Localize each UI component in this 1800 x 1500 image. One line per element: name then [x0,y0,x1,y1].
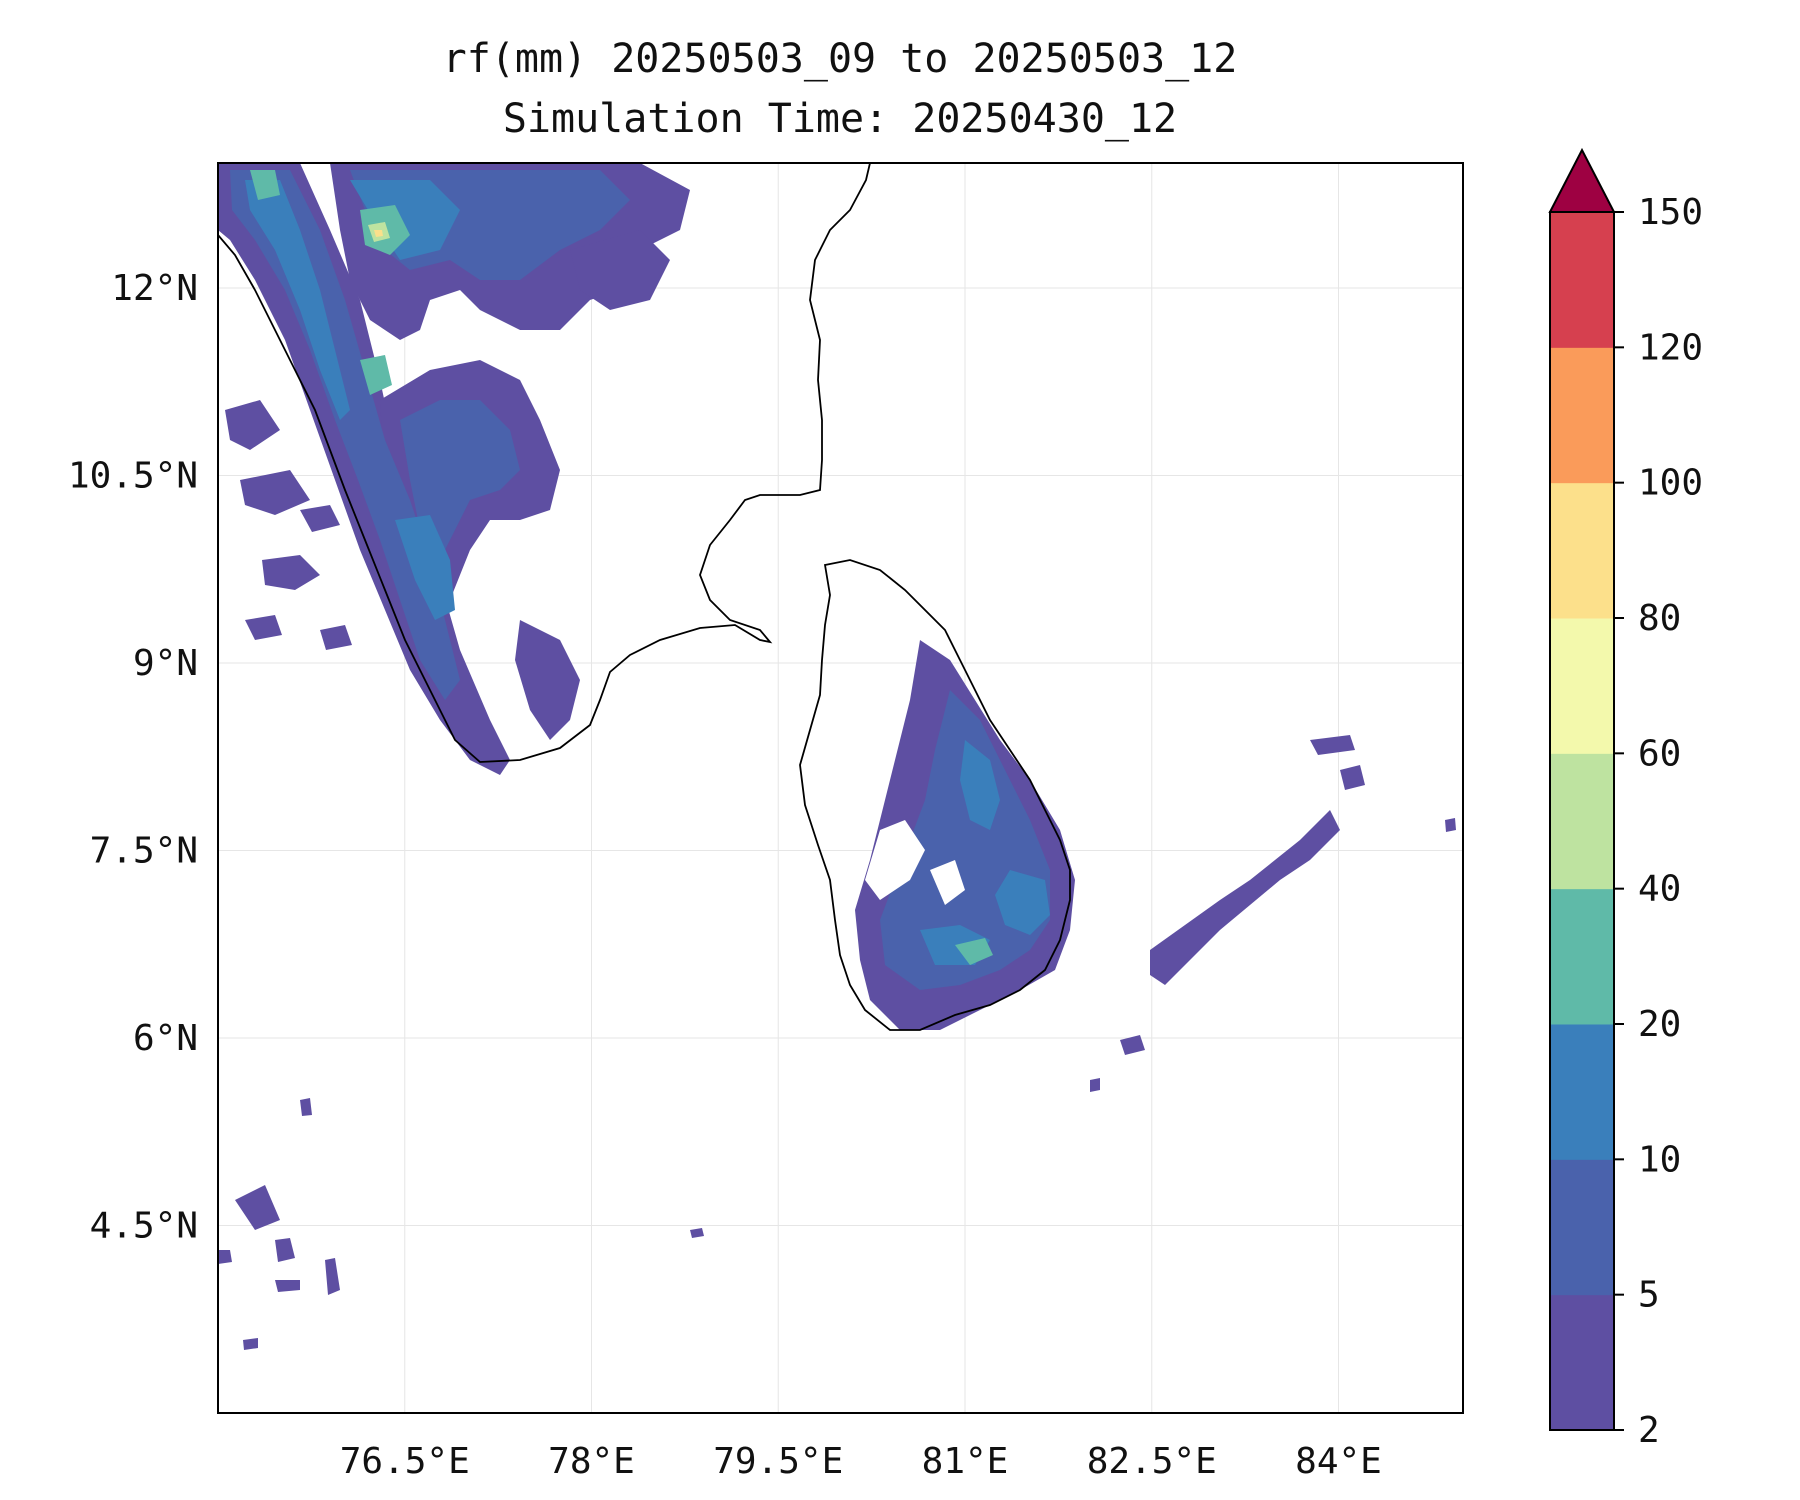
colorbar-segment [1550,1159,1614,1296]
rainfall-contours [218,163,1456,1350]
rain-region-sri-lanka-heavy [920,740,1050,965]
x-tick-label: 81°E [922,1441,1009,1482]
rain-region-heavy-north [350,180,460,260]
plot-frame [217,162,1464,1414]
colorbar-tick-label: 10 [1638,1139,1681,1180]
map-title-line1: rf(mm) 20250503_09 to 20250503_12 [443,36,1238,82]
colorbar: 2 5 10 20 40 60 80 100 120 150 [1548,147,1703,1451]
rain-region-heavy-kerala [245,180,350,420]
colorbar-tick-label: 100 [1638,463,1703,504]
y-axis-ticks: 12°N 10.5°N 9°N 7.5°N 6°N 4.5°N [68,268,198,1247]
colorbar-tick-label: 150 [1638,192,1703,233]
rain-region-southern-tamilnadu [515,620,580,740]
colorbar-tick-label: 20 [1638,1004,1681,1045]
coastlines [218,163,1071,1031]
colorbar-tick-label: 80 [1638,598,1681,639]
y-tick-label: 9°N [133,643,198,684]
rain-region-peak-2 [374,230,383,237]
colorbar-segment [1550,347,1614,484]
rain-region-very-heavy-kerala [250,170,392,395]
plot-background [218,163,1463,1413]
rain-region-kerala-core [230,170,460,700]
colorbar-segment [1550,212,1614,348]
colorbar-tick-label: 40 [1638,869,1681,910]
y-tick-label: 7.5°N [90,831,198,872]
colorbar-tick-label: 60 [1638,733,1681,774]
colorbar-segment [1550,482,1614,619]
coastline-sri-lanka [799,559,1071,1031]
colorbar-segment [1550,1294,1614,1431]
colorbar-segment [1550,1024,1614,1160]
x-tick-label: 79.5°E [713,1441,843,1482]
rain-free-sri-lanka-west [865,820,965,905]
x-tick-label: 78°E [548,1441,635,1482]
colorbar-extend-arrow [1548,147,1616,213]
rain-region-heavy-south-kerala [395,515,455,620]
map-title-line2: Simulation Time: 20250430_12 [503,96,1177,142]
colorbar-tick-label: 2 [1638,1410,1660,1451]
colorbar-segment [1550,888,1614,1025]
x-tick-label: 82.5°E [1087,1441,1217,1482]
map-plot-area: 76.5°E 78°E 79.5°E 81°E 82.5°E 84°E 12°N 10.5°… [68,162,1464,1482]
y-tick-label: 6°N [133,1018,198,1059]
x-axis-ticks: 76.5°E 78°E 79.5°E 81°E 82.5°E 84°E [340,1441,1382,1482]
x-tick-label: 84°E [1295,1441,1382,1482]
colorbar-tick-label: 120 [1638,327,1703,368]
y-tick-label: 12°N [111,268,198,309]
y-tick-label: 10.5°N [68,456,198,497]
coastline-india [218,163,871,763]
x-tick-label: 76.5°E [340,1441,470,1482]
y-tick-label: 4.5°N [90,1206,198,1247]
rain-region-north-east-tamilnadu [570,230,670,310]
rain-region-sri-lanka-very-heavy [955,938,993,965]
colorbar-segment [1550,618,1614,754]
colorbar-frame [1549,211,1615,1431]
colorbar-tick-label: 5 [1638,1275,1660,1316]
rain-region-maldives-cells [218,1098,704,1350]
colorbar-segment [1550,753,1614,890]
rain-region-arabian-sea-cells [225,400,352,650]
rain-region-bay-of-bengal-band [1150,810,1340,985]
